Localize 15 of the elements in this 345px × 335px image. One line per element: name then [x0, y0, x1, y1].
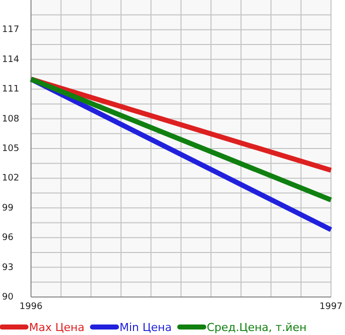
y-tick-label: 96 [2, 233, 14, 244]
y-tick-label: 108 [2, 114, 20, 124]
x-tick-label: 1997 [320, 302, 342, 312]
legend-label: Сред.Цена, т.йен [206, 321, 307, 334]
y-tick-label: 102 [2, 174, 20, 184]
y-tick-label: 117 [2, 25, 20, 36]
y-tick-label: 90 [2, 292, 14, 302]
y-tick-label: 111 [2, 84, 20, 95]
y-tick-label: 93 [2, 262, 14, 273]
y-tick-label: 114 [2, 54, 20, 65]
y-tick-label: 99 [2, 203, 14, 214]
y-tick-label: 105 [2, 144, 20, 154]
legend-label: Max Цена [29, 321, 84, 334]
legend-label: Min Цена [119, 321, 172, 334]
x-tick-label: 1996 [20, 302, 43, 312]
